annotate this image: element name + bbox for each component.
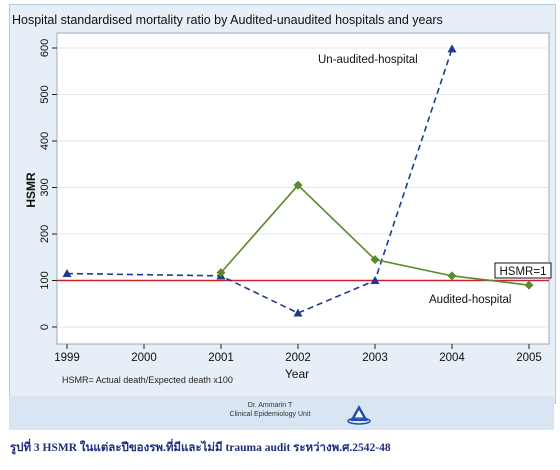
x-tick-label: 2001 [208,352,234,364]
credit-unit: Clinical Epidemiology Unit [229,411,311,418]
data-point-unaudited [447,44,457,53]
data-point-unaudited [370,276,380,284]
y-axis-label: HSMR [24,172,38,208]
data-point-unaudited [62,269,72,278]
data-point-audited [216,268,226,278]
data-point-unaudited [293,308,303,317]
x-tick-label: 2002 [285,352,311,364]
footer-band [9,396,554,430]
x-tick-label: 2005 [516,352,542,364]
data-point-audited [293,180,303,190]
series-label-audited: Audited-hospital [429,294,511,306]
data-point-audited [447,271,457,281]
series-line-unaudited [66,48,453,314]
y-tick-label: 100 [39,271,51,289]
x-tick-label: 1999 [54,352,80,364]
figure-caption: รูปที่ 3 HSMR ในแต่ละปีของรพ.ที่มีและไม่… [10,442,391,454]
y-tick-label: 300 [39,178,51,196]
data-point-audited [524,280,534,290]
x-tick-label: 2004 [439,352,465,364]
y-tick-label: 0 [39,324,51,330]
y-tick-label: 200 [39,225,51,243]
reference-label: HSMR=1 [500,266,547,278]
series-layer [62,44,534,317]
x-tick-label: 2003 [362,352,388,364]
y-tick-label: 600 [39,39,51,57]
chart-title: Hospital standardised mortality ratio by… [12,13,443,27]
credit-author: Dr. Ammarin T [247,402,293,409]
plot-area [56,32,550,345]
reference-label-box [494,262,552,279]
axis-layer: 0 100 200 300 400 500 600 1999 2000 2001 2002 2003 2… [39,39,542,364]
x-tick-label: 2000 [131,352,157,364]
x-axis-label: Year [285,367,309,381]
y-tick-label: 500 [39,85,51,103]
series-label-unaudited: Un-audited-hospital [318,54,418,66]
institution-logo-icon [347,405,371,425]
data-point-audited [370,255,380,265]
credit-block: Dr. Ammarin T Clinical Epidemiology Unit [200,401,340,419]
y-tick-label: 400 [39,132,51,150]
footnote: HSMR= Actual death/Expected death x100 [62,375,233,385]
